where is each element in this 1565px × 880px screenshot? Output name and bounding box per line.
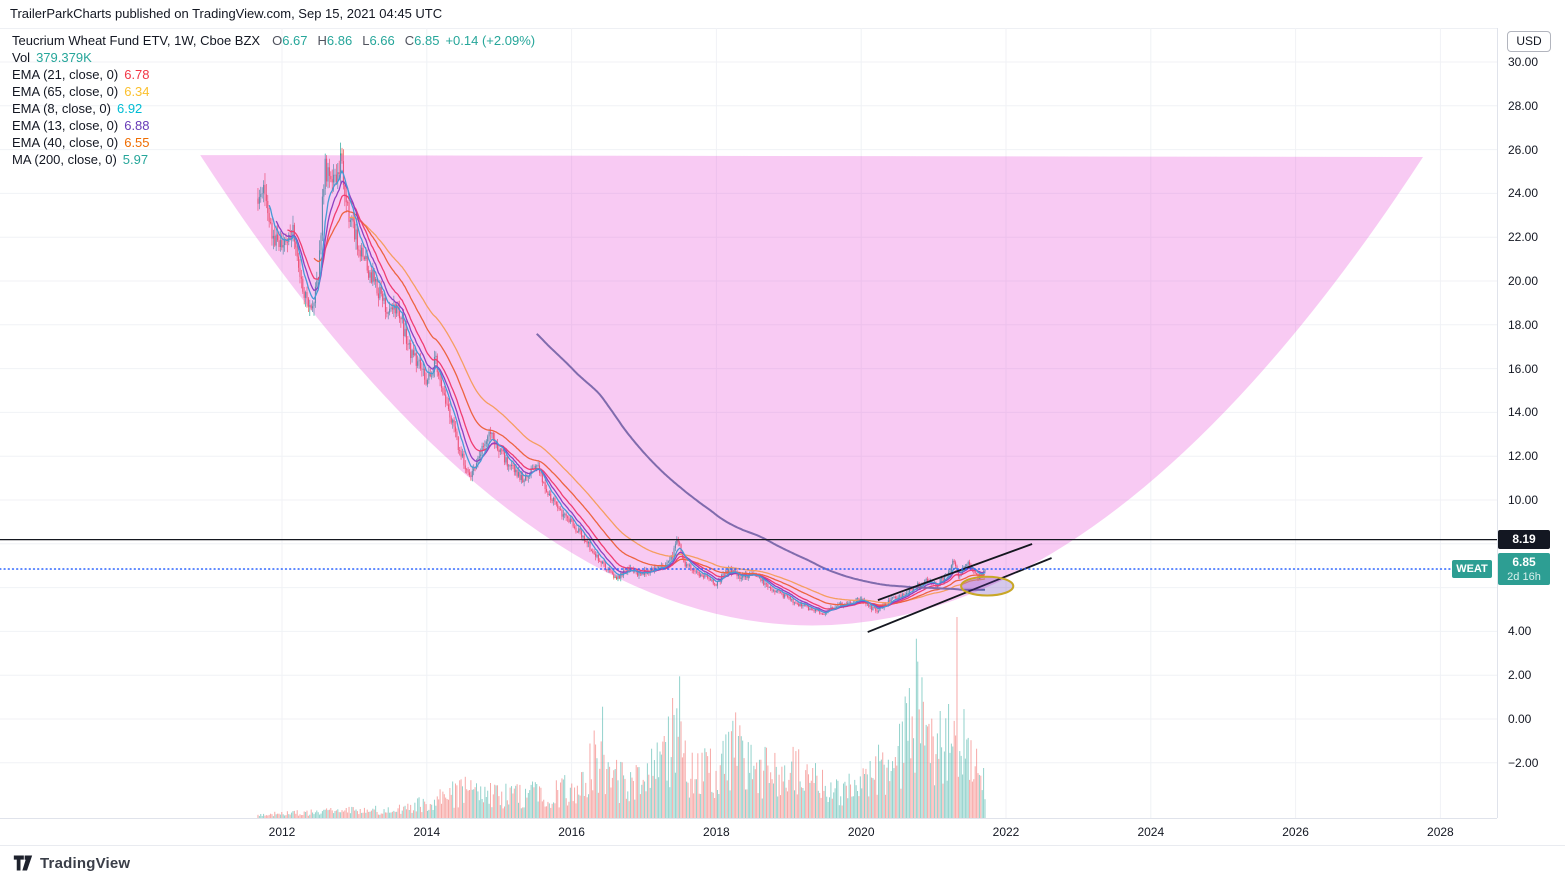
indicator-label: EMA (21, close, 0) [12,67,119,82]
price-tick: 10.00 [1508,493,1539,507]
current-price-value: 6.85 [1512,555,1536,569]
price-tick: 24.00 [1508,186,1539,201]
year-label: 2024 [1137,825,1165,839]
grid [0,28,1497,818]
ellipse-annotation [960,575,1015,597]
indicator-label: EMA (8, close, 0) [12,101,111,116]
cup-arc-drawing [200,155,1424,626]
indicator-label: EMA (65, close, 0) [12,84,119,99]
year-label: 2020 [847,825,875,839]
indicator-row[interactable]: EMA (13, close, 0) 6.88 [12,118,535,135]
plot-top-border [0,28,1565,29]
price-tick: 16.00 [1508,361,1539,376]
current-price-tag: 6.85 2d 16h [1498,553,1550,585]
ohlc-h: H6.86 [317,33,353,48]
legend-panel: Teucrium Wheat Fund ETV, 1W, Cboe BZX O6… [12,33,535,169]
time-axis[interactable]: 2012 2014 2016 2018 2020 2022 2024 2026 2028 [0,818,1497,846]
year-label: 2012 [268,825,296,839]
indicator-label: MA (200, close, 0) [12,152,117,167]
currency-badge: USD [1507,31,1551,52]
price-tick: 18.00 [1508,317,1539,332]
price-tick: 26.00 [1508,142,1539,157]
moving-averages [268,169,986,614]
publish-header: TrailerParkCharts published on TradingVi… [10,6,443,21]
ohlc-l: L6.66 [362,33,395,48]
price-axis[interactable]: 30.00 28.00 26.00 24.00 22.00 20.00 18.00 16.00… [1497,28,1565,818]
ohlc-values: O6.67 H6.86 L6.66 C6.85 [272,33,439,48]
price-tick: 28.00 [1508,98,1539,113]
candles [257,142,986,617]
price-tick: 14.00 [1508,405,1539,420]
volume-bars [257,617,986,818]
indicator-value: 6.78 [124,67,150,82]
ema-65-line [348,216,986,604]
indicator-label: EMA (13, close, 0) [12,118,119,133]
volume-legend-row[interactable]: Vol 379.379K [12,50,535,67]
symbol-price-label: WEAT [1452,560,1492,578]
price-tick: 0.00 [1508,712,1532,726]
price-tick: 2.00 [1508,668,1532,683]
indicator-row[interactable]: EMA (40, close, 0) 6.55 [12,135,535,152]
volume-label: Vol [12,50,31,65]
year-label: 2026 [1282,825,1309,839]
indicator-row[interactable]: EMA (8, close, 0) 6.92 [12,101,535,118]
indicator-value: 6.92 [116,101,143,116]
price-tick: 20.00 [1508,274,1539,288]
price-tick: 12.00 [1508,449,1539,464]
indicator-value: 5.97 [122,152,149,167]
indicator-value: 6.55 [124,135,150,150]
year-label: 2028 [1427,825,1454,839]
year-label: 2018 [703,825,730,839]
price-tick: 30.00 [1508,55,1539,69]
change-value: +0.14 (+2.09%) [445,33,536,48]
sma-200-line [536,333,985,591]
indicator-label: EMA (40, close, 0) [12,135,119,150]
price-tick: 4.00 [1508,624,1532,639]
year-label: 2014 [413,825,441,839]
symbol-title-row[interactable]: Teucrium Wheat Fund ETV, 1W, Cboe BZX O6… [12,33,535,50]
bar-countdown: 2d 16h [1507,571,1541,583]
indicator-row[interactable]: EMA (65, close, 0) 6.34 [12,84,535,101]
price-tick: −2.00 [1508,755,1539,770]
ema-8-line [268,169,986,614]
footer-bar: TradingView [0,845,1565,880]
volume-value: 379.379K [36,50,92,65]
horizontal-line-price-tag: 8.19 [1498,530,1550,549]
indicator-value: 6.34 [124,84,150,99]
year-label: 2022 [992,825,1020,839]
indicator-row[interactable]: MA (200, close, 0) 5.97 [12,152,535,169]
ohlc-c: C6.85 [404,33,440,48]
ohlc-o: O6.67 [272,33,308,48]
tradingview-logo [13,855,33,871]
symbol-title[interactable]: Teucrium Wheat Fund ETV, 1W, Cboe BZX [12,33,261,48]
tradingview-wordmark: TradingView [40,854,131,872]
year-label: 2016 [558,825,585,839]
indicator-legend-list: EMA (21, close, 0) 6.78 EMA (65, close, 0)… [12,67,535,169]
trendline-1 [877,543,1033,601]
indicator-row[interactable]: EMA (21, close, 0) 6.78 [12,67,535,84]
price-tick: 22.00 [1508,230,1539,245]
trendline-2 [867,557,1052,633]
indicator-value: 6.88 [124,118,150,133]
